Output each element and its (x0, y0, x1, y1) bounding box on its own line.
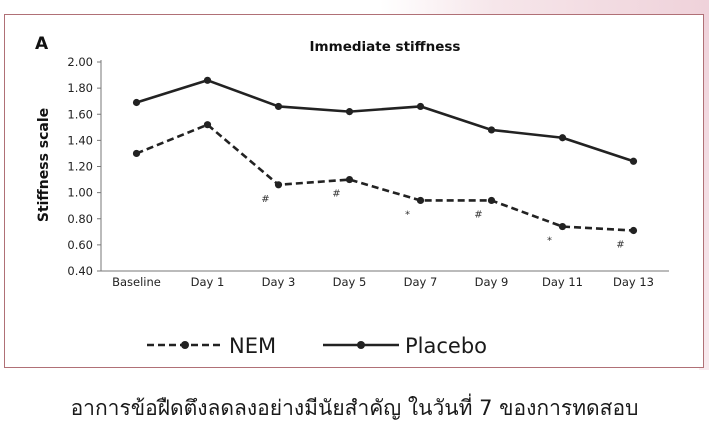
y-tick-label: 1.60 (67, 107, 93, 121)
significance-marker: # (332, 189, 340, 200)
significance-marker: # (616, 240, 624, 251)
legend-label: Placebo (405, 334, 487, 358)
data-point (487, 126, 496, 134)
data-point (487, 196, 496, 205)
chart-title: Immediate stiffness (310, 39, 461, 55)
y-tick-label: 0.60 (67, 238, 93, 252)
data-point (629, 226, 638, 235)
decorative-top-band (380, 0, 709, 14)
series-placebo (132, 76, 638, 165)
significance-marker: # (474, 209, 482, 220)
legend: NEM Placebo (147, 334, 487, 358)
caption: อาการข้อฝืดตึงลดลงอย่างมีนัยสำคัญ ในวันท… (70, 396, 639, 420)
data-point (345, 175, 354, 184)
y-axis-title: Stiffness scale (36, 108, 52, 222)
data-point (274, 181, 283, 189)
data-point (203, 121, 212, 129)
legend-marker (181, 341, 189, 349)
legend-item-placebo: Placebo (323, 334, 487, 358)
data-point (558, 134, 567, 142)
data-point (416, 102, 425, 111)
data-point (416, 196, 425, 205)
y-tick-label: 1.20 (67, 160, 93, 174)
significance-marker: # (261, 194, 269, 205)
y-tick-label: 2.00 (67, 55, 93, 69)
data-point (629, 157, 638, 165)
x-tick-label: Day 11 (542, 275, 583, 289)
line-chart: A Immediate stiffness Stiffness scale 2.… (35, 34, 669, 358)
x-tick-label: Day 7 (404, 275, 438, 289)
legend-marker (357, 341, 365, 349)
data-point (345, 108, 354, 116)
data-point (558, 222, 567, 231)
decorative-right-band (699, 14, 709, 370)
chart-frame: A Immediate stiffness Stiffness scale 2.… (4, 14, 704, 368)
x-tick-label: Day 1 (191, 275, 225, 289)
data-point (132, 98, 141, 107)
y-tick-label: 0.40 (67, 264, 93, 278)
series-layer: # # * # * # (132, 76, 638, 251)
x-tick-label: Baseline (112, 275, 161, 289)
x-tick-label: Day 13 (613, 275, 654, 289)
data-point (274, 102, 283, 111)
x-tick-label: Day 3 (262, 275, 296, 289)
series-line (136, 78, 634, 163)
x-tick-label: Day 9 (475, 275, 509, 289)
y-tick-label: 1.00 (67, 186, 93, 200)
legend-item-nem: NEM (147, 334, 276, 358)
significance-marker: * (547, 236, 552, 247)
axes-group: 2.00 1.80 1.60 1.40 1.20 1.00 0.80 0.60 0.40 Base… (67, 55, 669, 289)
x-tick-label: Day 5 (333, 275, 367, 289)
y-tick-label: 1.40 (67, 133, 93, 147)
data-point (203, 76, 212, 84)
y-tick-label: 1.80 (67, 81, 93, 95)
series-line (136, 123, 634, 232)
y-tick-label: 0.80 (67, 212, 93, 226)
series-nem: # # * # * # (132, 121, 638, 251)
panel-label: A (35, 34, 49, 54)
legend-label: NEM (229, 334, 276, 358)
data-point (132, 149, 141, 158)
significance-marker: * (405, 209, 410, 220)
